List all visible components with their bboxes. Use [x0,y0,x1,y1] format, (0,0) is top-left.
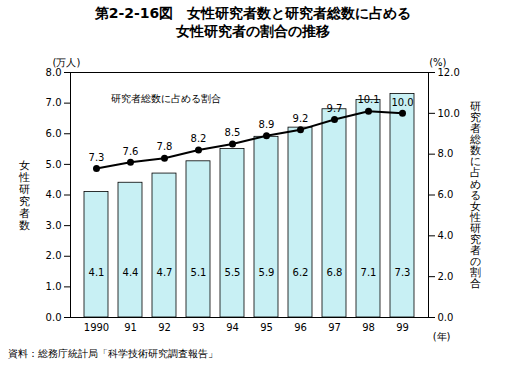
svg-text:7.6: 7.6 [123,146,139,157]
svg-text:9.7: 9.7 [327,103,343,114]
svg-text:研究者総数に占める割合: 研究者総数に占める割合 [111,93,221,104]
svg-text:1.0: 1.0 [46,281,62,292]
svg-text:4.0: 4.0 [438,230,454,241]
svg-text:96: 96 [294,322,307,333]
svg-text:6.0: 6.0 [438,189,454,200]
svg-text:研究者総数に占める女性研究者の割合: 研究者総数に占める女性研究者の割合 [469,100,481,288]
svg-text:6.2: 6.2 [293,267,309,278]
svg-text:91: 91 [124,322,137,333]
svg-text:5.5: 5.5 [225,267,241,278]
svg-text:4.7: 4.7 [157,267,173,278]
svg-text:3.0: 3.0 [46,220,62,231]
svg-text:2.0: 2.0 [46,250,62,261]
svg-text:7.1: 7.1 [361,267,377,278]
svg-text:(万人): (万人) [53,57,81,68]
svg-text:女性研究者数: 女性研究者数 [18,159,30,233]
svg-text:1990: 1990 [84,322,109,333]
svg-text:(%): (%) [429,57,446,68]
svg-text:6.8: 6.8 [327,267,343,278]
svg-text:8.2: 8.2 [191,133,207,144]
svg-text:95: 95 [260,322,273,333]
html-text:第2-2-16図 女性研究者数と研究者総数に占める 女性研究: 第2-2-16図 女性研究者数と研究者総数に占める 女性研究者の割合の推移 [94,5,412,39]
svg-text:7.3: 7.3 [395,267,411,278]
svg-text:99: 99 [396,322,409,333]
html-text:資料：総務庁統計局「科学技術研究調査報告」: 資料：総務庁統計局「科学技術研究調査報告」 [8,348,218,359]
svg-text:5.1: 5.1 [191,267,207,278]
svg-text:7.0: 7.0 [46,97,62,108]
svg-text:7.3: 7.3 [89,152,105,163]
svg-text:9.2: 9.2 [293,113,309,124]
svg-text:7.8: 7.8 [157,141,173,152]
svg-text:(年): (年) [433,331,451,342]
svg-text:6.0: 6.0 [46,128,62,139]
svg-text:5.9: 5.9 [259,267,275,278]
svg-text:8.0: 8.0 [46,67,62,78]
svg-text:4.4: 4.4 [123,267,139,278]
svg-text:12.0: 12.0 [438,67,460,78]
svg-text:94: 94 [226,322,239,333]
svg-text:4.1: 4.1 [89,267,105,278]
svg-text:0.0: 0.0 [438,312,454,323]
svg-text:10.0: 10.0 [438,108,460,119]
svg-text:2.0: 2.0 [438,271,454,282]
svg-text:92: 92 [158,322,171,333]
svg-text:93: 93 [192,322,205,333]
svg-text:8.9: 8.9 [259,119,275,130]
svg-text:8.5: 8.5 [225,127,241,138]
svg-text:0.0: 0.0 [46,312,62,323]
svg-text:10.1: 10.1 [357,94,379,105]
svg-text:4.0: 4.0 [46,189,62,200]
svg-text:5.0: 5.0 [46,159,62,170]
svg-text:10.0: 10.0 [391,97,413,108]
svg-text:8.0: 8.0 [438,148,454,159]
svg-text:97: 97 [328,322,341,333]
svg-text:98: 98 [362,322,375,333]
